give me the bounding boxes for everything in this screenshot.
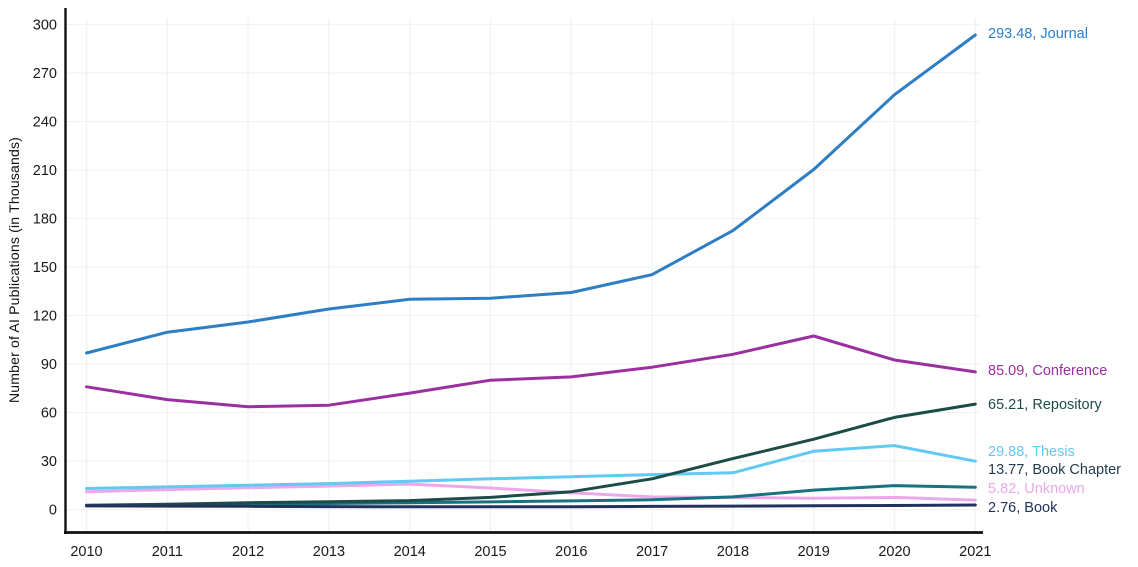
horizontal-gridlines (66, 23, 980, 511)
y-tick-label-30: 30 (41, 454, 57, 470)
x-tick-label-2021: 2021 (959, 544, 991, 560)
x-tick-labels: 2010 2011 2012 2013 2014 2015 2016 2017 2018 2019… (70, 544, 991, 560)
x-tick-label-2019: 2019 (798, 544, 830, 560)
y-tick-label-240: 240 (33, 115, 57, 131)
series-end-label-thesis: 29.88, Thesis (988, 444, 1075, 460)
y-tick-label-270: 270 (33, 66, 57, 82)
x-tick-label-2010: 2010 (70, 544, 102, 560)
y-tick-label-90: 90 (41, 357, 57, 373)
x-tick-label-2017: 2017 (636, 544, 668, 560)
x-tick-label-2013: 2013 (313, 544, 345, 560)
series-lines (85, 33, 977, 509)
y-tick-label-210: 210 (33, 163, 57, 179)
y-axis-title: Number of AI Publications (in Thousands) (6, 136, 22, 404)
series-end-label-book-chapter: 13.77, Book Chapter (988, 462, 1121, 478)
x-tick-label-2012: 2012 (232, 544, 264, 560)
series-line-journal (85, 33, 977, 355)
series-line-book (85, 503, 977, 509)
x-tick-label-2016: 2016 (555, 544, 587, 560)
y-tick-label-150: 150 (33, 260, 57, 276)
y-tick-label-120: 120 (33, 309, 57, 325)
series-line-unknown (85, 482, 977, 502)
series-end-label-conference: 85.09, Conference (988, 363, 1107, 379)
y-tick-label-300: 300 (33, 18, 57, 34)
series-end-label-book: 2.76, Book (988, 500, 1058, 516)
y-tick-label-60: 60 (41, 406, 57, 422)
series-end-label-unknown: 5.82, Unknown (988, 481, 1085, 497)
series-line-conference (85, 334, 977, 409)
series-line-repository (85, 402, 977, 507)
series-line-thesis (85, 444, 977, 490)
series-end-label-journal: 293.48, Journal (988, 26, 1088, 42)
vertical-gridlines (85, 18, 976, 531)
x-tick-label-2018: 2018 (717, 544, 749, 560)
x-tick-label-2011: 2011 (152, 544, 183, 560)
y-tick-label-0: 0 (49, 503, 57, 519)
y-tick-labels: 0 30 60 90 120 150 180 210 240 270 300 (33, 18, 57, 519)
x-tick-label-2020: 2020 (878, 544, 910, 560)
series-end-labels: 293.48, Journal 85.09, Conference 65.21, R… (988, 26, 1121, 516)
x-tick-label-2014: 2014 (394, 544, 426, 560)
series-end-label-repository: 65.21, Repository (988, 397, 1102, 413)
x-tick-label-2015: 2015 (474, 544, 506, 560)
y-tick-label-180: 180 (33, 212, 57, 228)
